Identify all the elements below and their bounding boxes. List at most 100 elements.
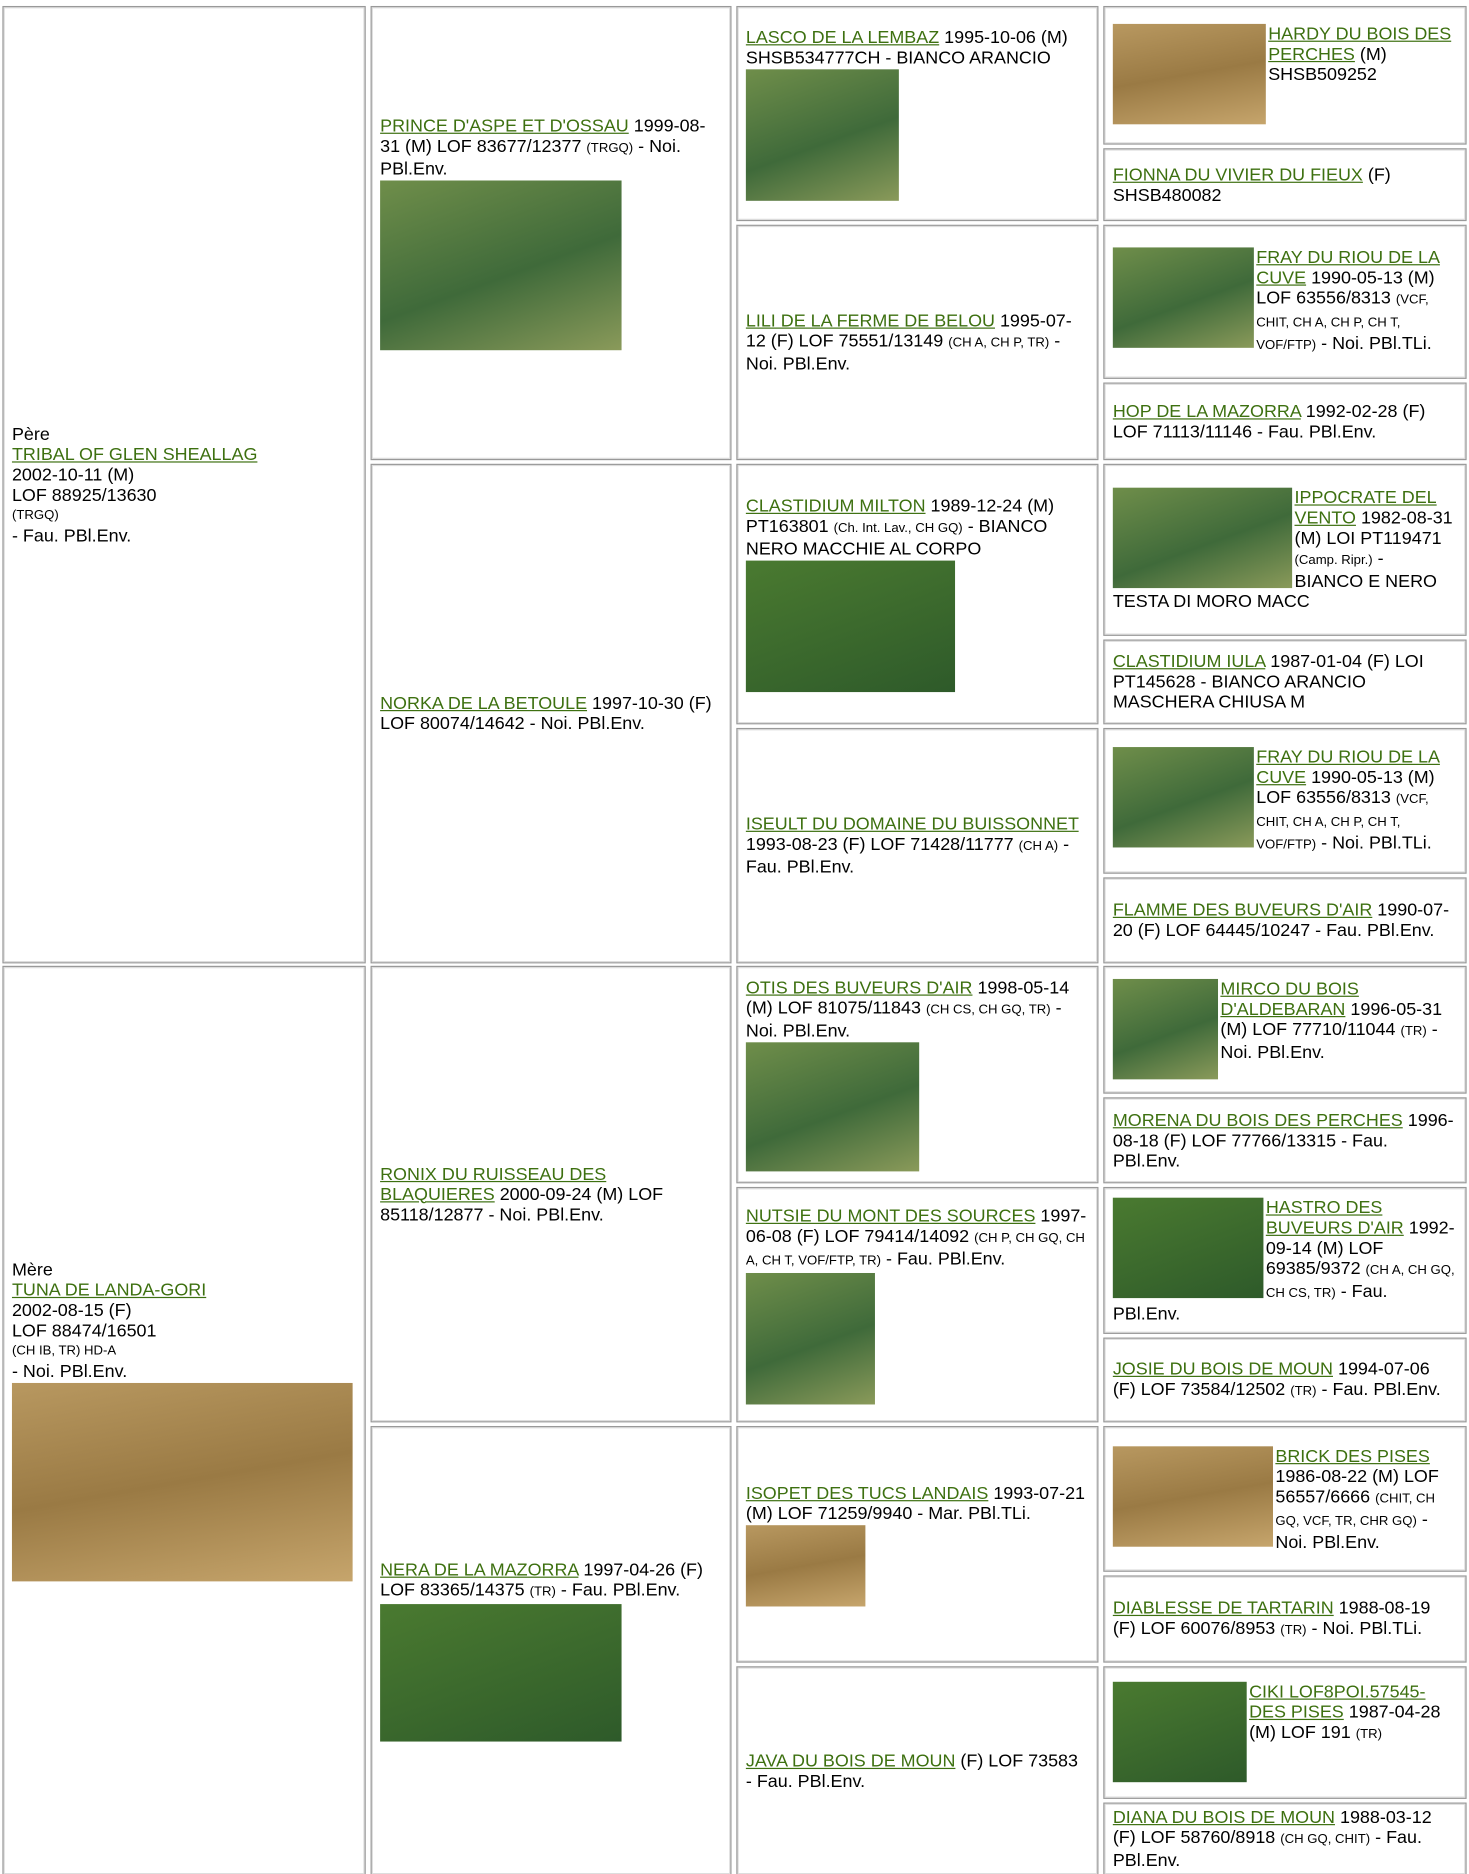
ancestor-link[interactable]: LILI DE LA FERME DE BELOU bbox=[745, 310, 995, 332]
ancestor-status: - Fau. PBl.Env. bbox=[745, 834, 1070, 878]
dog-photo bbox=[745, 1272, 875, 1404]
ancestor-info: 1987-04-28 (M) LOF 191 bbox=[1249, 1701, 1441, 1743]
ancestor-link[interactable]: LASCO DE LA LEMBAZ bbox=[745, 26, 940, 48]
dog-photo bbox=[1112, 978, 1219, 1079]
ancestor-link[interactable]: ISEULT DU DOMAINE DU BUISSONNET bbox=[745, 813, 1079, 835]
ancestor: NORKA DE LA BETOULE 1997-10-30 (F) LOF 8… bbox=[380, 693, 722, 734]
pedigree-cell: CIKI LOF8POI.57545-DES PISES 1987-04-28 … bbox=[1103, 1666, 1467, 1799]
ancestor-link[interactable]: HOP DE LA MAZORRA bbox=[1112, 401, 1301, 422]
ancestor: ISEULT DU DOMAINE DU BUISSONNET 1993-08-… bbox=[746, 814, 1089, 877]
pedigree-cell: ISOPET DES TUCS LANDAIS 1993-07-21 (M) L… bbox=[736, 1425, 1099, 1663]
ancestor: ISOPET DES TUCS LANDAIS 1993-07-21 (M) L… bbox=[745, 1482, 1089, 1606]
ancestor-info: 1990-05-13 (M) LOF 63556/8313 bbox=[1256, 766, 1435, 808]
dog-photo bbox=[1112, 1445, 1273, 1547]
titles: (TR) bbox=[1290, 1383, 1317, 1398]
ancestor-link[interactable]: DIANA DU BOIS DE MOUN bbox=[1112, 1807, 1335, 1828]
ancestor: NERA DE LA MAZORRA 1997-04-26 (F) LOF 83… bbox=[380, 1560, 722, 1742]
ancestor-link[interactable]: CLASTIDIUM IULA bbox=[1112, 651, 1266, 672]
ancestor-info: 1990-05-13 (M) LOF 63556/8313 bbox=[1256, 267, 1435, 309]
dog-photo bbox=[1112, 23, 1266, 125]
dog-photo bbox=[11, 1382, 353, 1582]
ancestor: MIRCO DU BOIS D'ALDEBARAN 1996-05-31 (M)… bbox=[1112, 978, 1457, 1081]
ancestor: Père TRIBAL OF GLEN SHEALLAG 2002-10-11 (M… bbox=[12, 424, 356, 546]
ancestor-link[interactable]: RONIX DU RUISSEAU DES BLAQUIERES bbox=[380, 1163, 607, 1205]
ancestor-status: - Fau. PBl.Env. bbox=[1321, 1378, 1441, 1400]
ancestor-status: - Fau. PBl.Env. bbox=[1112, 1280, 1388, 1324]
pedigree-cell: LILI DE LA FERME DE BELOU 1995-07-12 (F)… bbox=[736, 224, 1099, 461]
pedigree-cell: CLASTIDIUM MILTON 1989-12-24 (M) PT16380… bbox=[736, 463, 1099, 725]
ancestor-info: 1995-07-12 (F) LOF 75551/13149 bbox=[745, 310, 1072, 352]
ancestor-link[interactable]: NERA DE LA MAZORRA bbox=[380, 1559, 579, 1581]
pedigree-cell: LASCO DE LA LEMBAZ 1995-10-06 (M) SHSB53… bbox=[736, 5, 1099, 222]
ancestor-link[interactable]: TUNA DE LANDA-GORI bbox=[11, 1280, 207, 1301]
ancestor-status: - Noi. PBl.Env. bbox=[529, 713, 645, 734]
titles: (VCF, CHIT, CH A, CH P, CH T, VOF/FTP) bbox=[1256, 292, 1429, 353]
dog-photo bbox=[380, 180, 622, 351]
ancestor-status: - Fau. PBl.Env. bbox=[1112, 1827, 1422, 1871]
ancestor-info: (F) SHSB480082 bbox=[1112, 164, 1391, 205]
ancestor-info: 1992-02-28 (F) LOF 71113/11146 - Fau. PB… bbox=[1112, 401, 1426, 442]
ancestor-link[interactable]: JOSIE DU BOIS DE MOUN bbox=[1112, 1358, 1334, 1379]
ancestor-link[interactable]: CIKI LOF8POI.57545-DES PISES bbox=[1249, 1681, 1426, 1722]
titles: (CHIT, CH GQ, VCF, TR, CHR GQ) bbox=[1275, 1491, 1435, 1529]
ancestor-status: - Fau. PBl.Env. bbox=[11, 525, 132, 546]
ancestor-link[interactable]: CLASTIDIUM MILTON bbox=[745, 496, 926, 517]
pedigree-cell: FIONNA DU VIVIER DU FIEUX (F) SHSB480082 bbox=[1103, 148, 1467, 222]
dog-photo bbox=[745, 1524, 866, 1606]
ancestor-link[interactable]: FIONNA DU VIVIER DU FIEUX bbox=[1112, 164, 1363, 185]
titles: (TR) bbox=[1355, 1726, 1383, 1741]
ancestor-info: 1988-08-19 (F) LOF 60076/8953 bbox=[1112, 1597, 1431, 1639]
ancestor-link[interactable]: BRICK DES PISES bbox=[1275, 1445, 1430, 1467]
ancestor-link[interactable]: MIRCO DU BOIS D'ALDEBARAN bbox=[1220, 978, 1359, 1019]
ancestor-link[interactable]: IPPOCRATE DEL VENTO bbox=[1294, 487, 1437, 529]
ancestor-link[interactable]: ISOPET DES TUCS LANDAIS bbox=[745, 1482, 989, 1504]
ancestor-link[interactable]: PRINCE D'ASPE ET D'OSSAU bbox=[380, 115, 629, 137]
ancestor-info: 1987-01-04 (F) LOI PT145628 - BIANCO ARA… bbox=[1112, 651, 1424, 713]
ancestor: RONIX DU RUISSEAU DES BLAQUIERES 2000-09… bbox=[380, 1164, 722, 1225]
pedigree-cell: Mère TUNA DE LANDA-GORI 2002-08-15 (F) LOF … bbox=[2, 965, 366, 1874]
ancestor-info: 1989-12-24 (M) PT163801 bbox=[745, 496, 1055, 537]
ancestor-link[interactable]: FRAY DU RIOU DE LA CUVE bbox=[1256, 247, 1440, 289]
pedigree-cell: MORENA DU BOIS DES PERCHES 1996-08-18 (F… bbox=[1103, 1097, 1467, 1184]
ancestor-link[interactable]: NORKA DE LA BETOULE bbox=[380, 693, 588, 714]
ancestor-link[interactable]: JAVA DU BOIS DE MOUN bbox=[745, 1750, 956, 1771]
ancestor: CIKI LOF8POI.57545-DES PISES 1987-04-28 … bbox=[1112, 1681, 1457, 1784]
ancestor: FRAY DU RIOU DE LA CUVE 1990-05-13 (M) L… bbox=[1112, 247, 1457, 356]
ancestor-link[interactable]: HARDY DU BOIS DES PERCHES bbox=[1268, 23, 1452, 65]
pedigree-cell: NORKA DE LA BETOULE 1997-10-30 (F) LOF 8… bbox=[370, 463, 732, 964]
ancestor-info: 1998-05-14 (M) LOF 81075/11843 bbox=[745, 977, 1070, 1019]
ancestor: LILI DE LA FERME DE BELOU 1995-07-12 (F)… bbox=[746, 311, 1089, 374]
ancestor: BRICK DES PISES 1986-08-22 (M) LOF 56557… bbox=[1112, 1445, 1457, 1552]
ancestor-link[interactable]: OTIS DES BUVEURS D'AIR bbox=[745, 977, 973, 999]
pedigree-cell: JAVA DU BOIS DE MOUN (F) LOF 73583 - Fau… bbox=[736, 1666, 1099, 1874]
ancestor: CLASTIDIUM MILTON 1989-12-24 (M) PT16380… bbox=[745, 496, 1089, 693]
ancestor-link[interactable]: DIABLESSE DE TARTARIN bbox=[1112, 1597, 1334, 1618]
ancestor: HASTRO DES BUVEURS D'AIR 1992-09-14 (M) … bbox=[1112, 1197, 1457, 1324]
dog-photo bbox=[1112, 1681, 1247, 1782]
dog-photo bbox=[380, 1604, 622, 1742]
ancestor-registry: LOF 88474/16501 bbox=[11, 1320, 157, 1342]
ancestor-link[interactable]: NUTSIE DU MONT DES SOURCES bbox=[745, 1205, 1036, 1226]
pedigree-cell: PRINCE D'ASPE ET D'OSSAU 1999-08-31 (M) … bbox=[370, 5, 732, 461]
pedigree-cell: CLASTIDIUM IULA 1987-01-04 (F) LOI PT145… bbox=[1103, 639, 1467, 725]
ancestor-link[interactable]: MORENA DU BOIS DES PERCHES bbox=[1112, 1109, 1403, 1131]
titles: (Camp. Ripr.) bbox=[1294, 553, 1373, 568]
ancestor-link[interactable]: FLAMME DES BUVEURS D'AIR bbox=[1112, 900, 1373, 921]
ancestor-link[interactable]: TRIBAL OF GLEN SHEALLAG bbox=[11, 444, 258, 465]
ancestor-status: - BIANCO E NERO TESTA DI MORO MACC bbox=[1112, 548, 1437, 612]
pedigree-cell: FLAMME DES BUVEURS D'AIR 1990-07-20 (F) … bbox=[1103, 877, 1467, 964]
titles: (CH GQ, CHIT) bbox=[1280, 1832, 1371, 1847]
pedigree-cell: FRAY DU RIOU DE LA CUVE 1990-05-13 (M) L… bbox=[1103, 727, 1467, 874]
ancestor-info: 1996-05-31 (M) LOF 77710/11044 bbox=[1220, 998, 1443, 1040]
ancestor-info: 1995-10-06 (M) SHSB534777CH - BIANCO ARA… bbox=[745, 26, 1068, 68]
pedigree-cell: NERA DE LA MAZORRA 1997-04-26 (F) LOF 83… bbox=[370, 1425, 732, 1874]
pedigree-cell: BRICK DES PISES 1986-08-22 (M) LOF 56557… bbox=[1103, 1425, 1467, 1572]
ancestor-link[interactable]: HASTRO DES BUVEURS D'AIR bbox=[1265, 1197, 1404, 1238]
parent-label: Père bbox=[11, 423, 50, 445]
pedigree-cell: JOSIE DU BOIS DE MOUN 1994-07-06 (F) LOF… bbox=[1103, 1337, 1467, 1423]
ancestor: DIABLESSE DE TARTARIN 1988-08-19 (F) LOF… bbox=[1113, 1598, 1457, 1641]
ancestor-info: 1986-08-22 (M) LOF 56557/6666 bbox=[1275, 1466, 1439, 1507]
pedigree-cell: OTIS DES BUVEURS D'AIR 1998-05-14 (M) LO… bbox=[736, 965, 1099, 1184]
ancestor-link[interactable]: FRAY DU RIOU DE LA CUVE bbox=[1256, 746, 1440, 788]
parent-label: Mère bbox=[11, 1259, 53, 1281]
